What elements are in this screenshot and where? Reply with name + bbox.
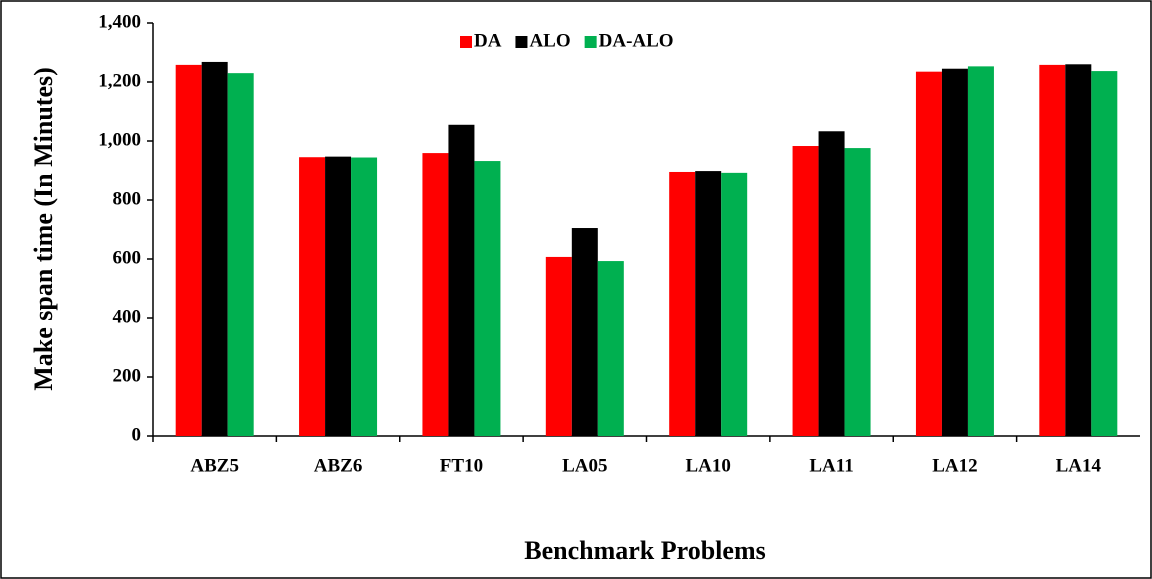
y-tick-label: 400 xyxy=(113,306,142,327)
bar xyxy=(721,172,748,437)
y-tick-label: 800 xyxy=(113,188,142,209)
x-tick-label: LA14 xyxy=(1056,455,1102,476)
bar xyxy=(1091,71,1118,437)
bar xyxy=(967,66,994,437)
bar xyxy=(474,161,501,436)
legend-swatch xyxy=(584,36,597,48)
y-tick-label: 600 xyxy=(113,247,142,268)
y-tick-label: 0 xyxy=(132,424,142,445)
bar xyxy=(1065,64,1092,437)
x-tick-label: LA05 xyxy=(562,455,607,476)
bar xyxy=(325,156,352,436)
legend-swatch xyxy=(460,36,472,48)
bar xyxy=(695,171,722,436)
bar xyxy=(201,61,228,436)
x-tick-label: ABZ6 xyxy=(314,455,363,476)
bar xyxy=(915,71,942,437)
legend-label: DA-ALO xyxy=(599,30,674,51)
bar xyxy=(422,153,449,436)
bar xyxy=(448,124,475,437)
x-tick-label: LA10 xyxy=(685,455,730,476)
bar xyxy=(669,171,696,436)
bar xyxy=(818,131,845,436)
legend-label: ALO xyxy=(529,30,570,51)
bar xyxy=(299,157,326,436)
bar xyxy=(545,256,572,436)
x-axis-title: Benchmark Problems xyxy=(524,536,765,565)
x-tick-label: LA11 xyxy=(809,455,853,476)
bar xyxy=(175,64,202,436)
y-axis-title: Make span time (In Minutes) xyxy=(29,67,58,391)
bar xyxy=(792,146,819,436)
x-tick-label: ABZ5 xyxy=(190,455,239,476)
bar xyxy=(351,157,378,436)
y-tick-label: 1,000 xyxy=(98,129,141,150)
bar xyxy=(941,68,968,436)
x-tick-label: LA12 xyxy=(932,455,977,476)
bar xyxy=(571,228,598,436)
legend-label: DA xyxy=(474,30,502,51)
y-tick-label: 1,200 xyxy=(98,70,141,91)
y-tick-label: 200 xyxy=(113,365,142,386)
x-tick-label: FT10 xyxy=(440,455,483,476)
bar xyxy=(597,261,624,436)
bar xyxy=(227,73,254,437)
bar xyxy=(1039,64,1066,436)
y-tick-label: 1,400 xyxy=(98,11,141,32)
legend-swatch xyxy=(515,36,528,48)
bar xyxy=(844,148,871,436)
